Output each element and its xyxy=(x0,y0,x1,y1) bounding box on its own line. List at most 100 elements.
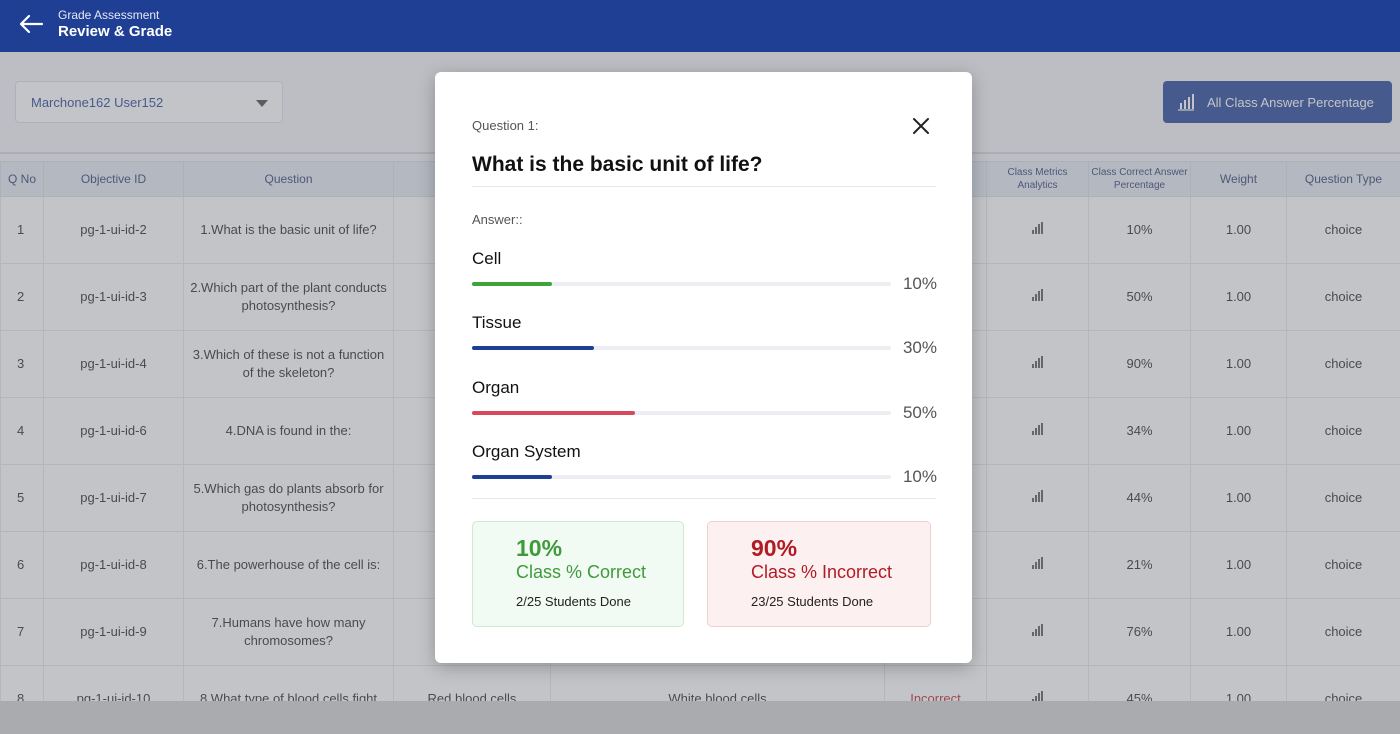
bar-chart-icon[interactable] xyxy=(1031,624,1045,636)
class-correct-label: Class % Correct xyxy=(516,562,647,582)
cell-weight: 1.00 xyxy=(1190,464,1287,532)
header-subtitle: Grade Assessment xyxy=(58,8,160,22)
option-bar-track xyxy=(472,475,891,479)
top-bar: Grade Assessment Review & Grade xyxy=(0,0,1400,52)
cell-weight: 1.00 xyxy=(1190,665,1287,701)
cell-question-type: choice xyxy=(1286,665,1400,701)
cell-correct-answer: White blood cells xyxy=(550,665,885,701)
option-bar-fill xyxy=(472,411,636,415)
col-weight: Weight xyxy=(1190,161,1287,197)
cell-objective-id: pg-1-ui-id-10 xyxy=(43,665,184,701)
bar-chart-icon[interactable] xyxy=(1031,691,1045,701)
cell-qno: 3 xyxy=(0,330,44,398)
col-objective-id: Objective ID xyxy=(43,161,184,197)
cell-qno: 7 xyxy=(0,598,44,666)
cell-class-correct-pct: 45% xyxy=(1088,665,1191,701)
cell-weight: 1.00 xyxy=(1190,397,1287,465)
option-name: Tissue xyxy=(472,313,522,332)
option-percent: 10% xyxy=(902,467,937,486)
cell-question-type: choice xyxy=(1286,598,1400,666)
class-correct-done: 2/25 Students Done xyxy=(516,594,631,609)
bar-chart-icon[interactable] xyxy=(1031,490,1045,502)
option-bar-fill xyxy=(472,282,552,286)
option-bar-fill xyxy=(472,475,552,479)
cell-question: 4.DNA is found in the: xyxy=(183,397,394,465)
cell-qno: 2 xyxy=(0,263,44,331)
cell-objective-id: pg-1-ui-id-7 xyxy=(43,464,184,532)
all-class-answer-percentage-button[interactable]: All Class Answer Percentage xyxy=(1163,81,1392,123)
close-icon[interactable] xyxy=(909,114,933,138)
bar-chart-icon[interactable] xyxy=(1031,356,1045,368)
answer-label: Answer:: xyxy=(472,212,523,227)
option-percent: 30% xyxy=(902,338,937,357)
cell-qno: 1 xyxy=(0,196,44,264)
cell-class-metrics[interactable] xyxy=(986,397,1089,465)
cell-class-metrics[interactable] xyxy=(986,531,1089,599)
col-question-type: Question Type xyxy=(1286,161,1400,197)
class-incorrect-label: Class % Incorrect xyxy=(751,562,893,582)
option-bar-track xyxy=(472,411,891,415)
cell-class-metrics[interactable] xyxy=(986,665,1089,701)
answer-option: Organ System 10% xyxy=(472,442,937,492)
cell-objective-id: pg-1-ui-id-4 xyxy=(43,330,184,398)
cell-class-correct-pct: 76% xyxy=(1088,598,1191,666)
answer-option: Organ 50% xyxy=(472,378,937,428)
answer-option: Tissue 30% xyxy=(472,313,937,363)
cell-class-correct-pct: 21% xyxy=(1088,531,1191,599)
cell-class-metrics[interactable] xyxy=(986,263,1089,331)
class-incorrect-done: 23/25 Students Done xyxy=(751,594,874,609)
cell-class-correct-pct: 44% xyxy=(1088,464,1191,532)
cell-question: 7.Humans have how many chromosomes? xyxy=(183,598,394,666)
cell-objective-id: pg-1-ui-id-2 xyxy=(43,196,184,264)
back-arrow-icon[interactable] xyxy=(18,12,46,36)
cell-class-correct-pct: 34% xyxy=(1088,397,1191,465)
option-percent: 50% xyxy=(902,403,937,422)
bar-chart-icon[interactable] xyxy=(1031,289,1045,301)
divider xyxy=(472,186,936,187)
col-class-metrics: Class Metrics Analytics xyxy=(986,161,1089,197)
cell-class-metrics[interactable] xyxy=(986,598,1089,666)
divider xyxy=(472,498,936,499)
page-title: Review & Grade xyxy=(58,23,173,40)
cell-class-metrics[interactable] xyxy=(986,464,1089,532)
cell-student-answer: Red blood cells xyxy=(393,665,551,701)
col-question: Question xyxy=(183,161,394,197)
cell-question-type: choice xyxy=(1286,196,1400,264)
option-name: Organ xyxy=(472,378,520,397)
option-bar-track xyxy=(472,282,891,286)
cell-weight: 1.00 xyxy=(1190,196,1287,264)
option-bar-fill xyxy=(472,346,594,350)
table-row[interactable]: 8 pg-1-ui-id-10 8.What type of blood cells… xyxy=(0,665,1400,701)
option-bar-track xyxy=(472,346,891,350)
cell-status: Incorrect xyxy=(884,665,987,701)
cell-weight: 1.00 xyxy=(1190,330,1287,398)
student-select-value: Marchone162 User152 xyxy=(31,95,164,110)
class-correct-percent: 10% xyxy=(516,535,563,561)
all-class-answer-percentage-label: All Class Answer Percentage xyxy=(1207,95,1374,110)
cell-question-type: choice xyxy=(1286,330,1400,398)
class-incorrect-card: 90% Class % Incorrect 23/25 Students Don… xyxy=(707,521,931,627)
class-incorrect-percent: 90% xyxy=(751,535,798,561)
question-text: What is the basic unit of life? xyxy=(472,153,763,176)
cell-class-correct-pct: 90% xyxy=(1088,330,1191,398)
bottom-strip xyxy=(0,701,1400,734)
cell-question: 3.Which of these is not a function of th… xyxy=(183,330,394,398)
bar-chart-icon[interactable] xyxy=(1031,423,1045,435)
bar-chart-icon[interactable] xyxy=(1031,557,1045,569)
cell-qno: 5 xyxy=(0,464,44,532)
cell-qno: 4 xyxy=(0,397,44,465)
bar-chart-icon[interactable] xyxy=(1031,222,1045,234)
cell-objective-id: pg-1-ui-id-9 xyxy=(43,598,184,666)
cell-objective-id: pg-1-ui-id-3 xyxy=(43,263,184,331)
cell-question: 1.What is the basic unit of life? xyxy=(183,196,394,264)
chevron-down-icon xyxy=(256,100,268,107)
cell-question-type: choice xyxy=(1286,397,1400,465)
option-name: Organ System xyxy=(472,442,581,461)
cell-question-type: choice xyxy=(1286,531,1400,599)
cell-objective-id: pg-1-ui-id-8 xyxy=(43,531,184,599)
student-select[interactable]: Marchone162 User152 xyxy=(15,81,283,123)
cell-objective-id: pg-1-ui-id-6 xyxy=(43,397,184,465)
bar-chart-icon xyxy=(1177,93,1195,111)
cell-question: 2.Which part of the plant conducts photo… xyxy=(183,263,394,331)
cell-weight: 1.00 xyxy=(1190,598,1287,666)
